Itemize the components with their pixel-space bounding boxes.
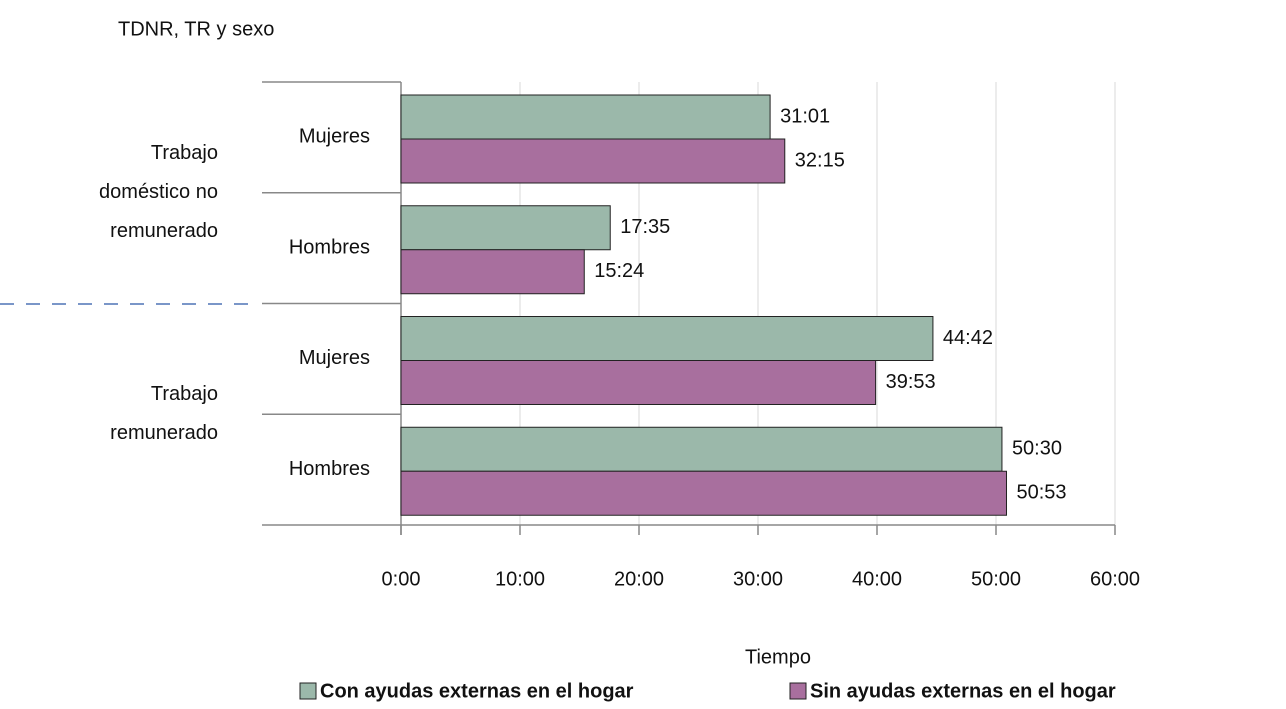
group-label: remunerado <box>110 220 218 242</box>
group-label: remunerado <box>110 422 218 444</box>
data-label: 44:42 <box>943 327 993 349</box>
legend-label: Sin ayudas externas en el hogar <box>810 680 1116 702</box>
x-tick-label: 20:00 <box>614 568 664 590</box>
y-tick-label: Mujeres <box>299 126 370 148</box>
x-tick-label: 40:00 <box>852 568 902 590</box>
bar <box>400 360 877 405</box>
x-tick-label: 0:00 <box>382 568 421 590</box>
x-axis-title: Tiempo <box>745 646 811 668</box>
data-label: 39:53 <box>886 371 936 393</box>
group-label: Trabajo <box>151 383 218 405</box>
bar <box>400 205 611 251</box>
data-label: 31:01 <box>780 105 830 127</box>
chart-title: TDNR, TR y sexo <box>118 18 274 40</box>
y-tick-label: Mujeres <box>299 347 370 369</box>
legend-swatch <box>299 682 317 700</box>
bar <box>400 249 585 295</box>
y-tick-label: Hombres <box>289 458 370 480</box>
group-label: doméstico no <box>99 181 218 203</box>
data-label: 50:53 <box>1017 482 1067 504</box>
x-tick-label: 60:00 <box>1090 568 1140 590</box>
data-label: 17:35 <box>620 216 670 238</box>
data-label: 15:24 <box>594 260 644 282</box>
data-label: 32:15 <box>795 149 845 171</box>
data-label: 50:30 <box>1012 438 1062 460</box>
bar <box>400 426 1003 472</box>
y-tick-label: Hombres <box>289 236 370 258</box>
x-tick-label: 10:00 <box>495 568 545 590</box>
bar <box>400 316 934 361</box>
legend-swatch <box>789 682 807 700</box>
legend-label: Con ayudas externas en el hogar <box>320 680 634 702</box>
x-tick-label: 50:00 <box>971 568 1021 590</box>
x-tick-label: 30:00 <box>733 568 783 590</box>
group-label: Trabajo <box>151 142 218 164</box>
bar <box>400 138 786 184</box>
bar <box>400 470 1008 516</box>
bar <box>400 94 771 140</box>
